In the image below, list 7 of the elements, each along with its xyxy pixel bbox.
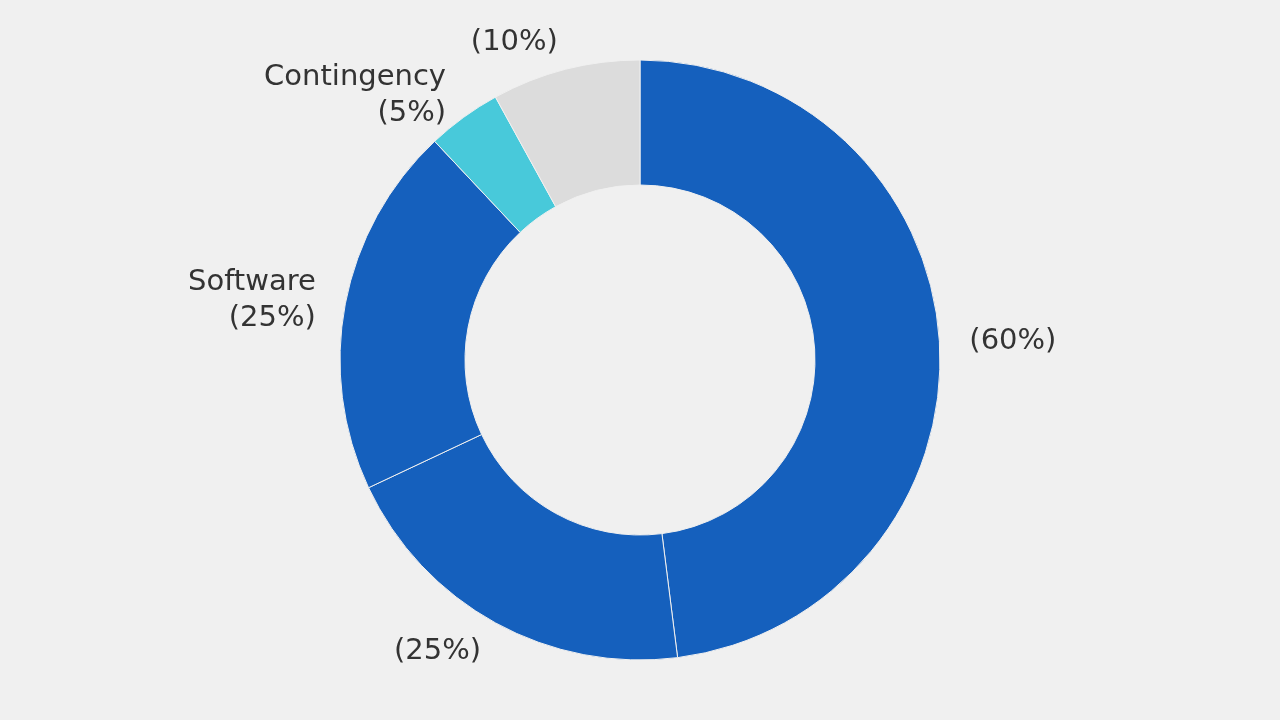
data-label: (60%) [969, 322, 1057, 357]
data-label: (25%) [393, 632, 482, 667]
slice-label: Contingency [264, 58, 447, 93]
data-label: (10%) [470, 23, 558, 58]
slice-label: Software [188, 263, 316, 298]
data-label: (25%) [228, 299, 316, 334]
data-label: (5%) [377, 94, 447, 129]
